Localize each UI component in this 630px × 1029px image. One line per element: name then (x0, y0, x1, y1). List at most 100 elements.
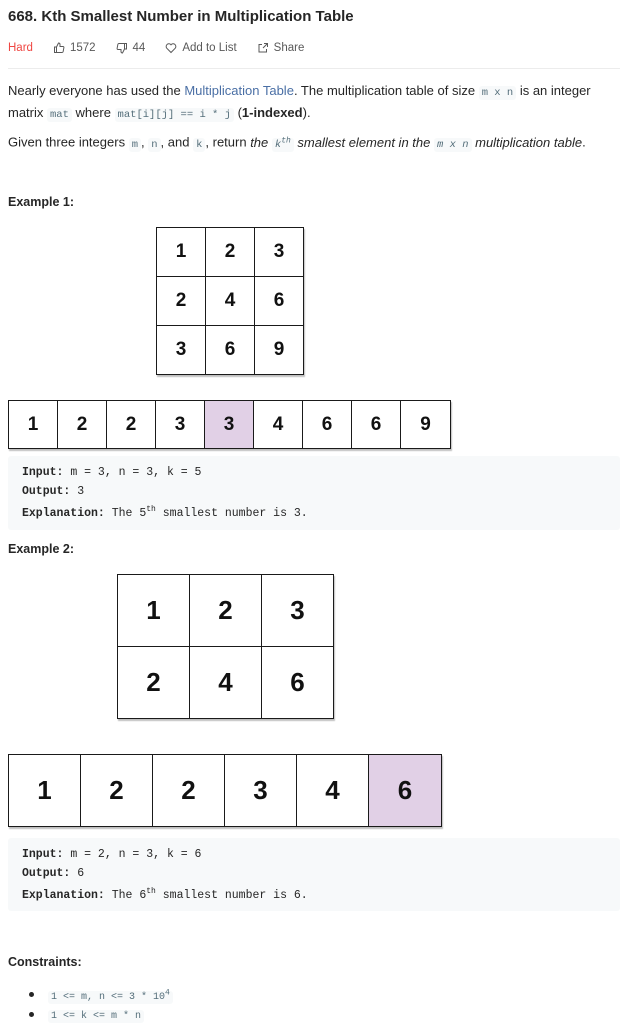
explanation-text: The 5 (104, 506, 147, 520)
description-paragraph-1: Nearly everyone has used the Multiplicat… (8, 81, 618, 125)
example1-highlighted-cell: 3 (205, 401, 254, 448)
text: smallest element in the (293, 134, 434, 150)
example-2-explanation: Explanation: The 6th smallest number is … (22, 883, 606, 905)
text: Given three integers (8, 134, 129, 150)
share-button[interactable]: Share (257, 42, 305, 54)
thumbs-down-icon (116, 43, 127, 54)
explanation-label: Explanation: (22, 888, 105, 902)
description-paragraph-2: Given three integers m, n, and k, return… (8, 131, 618, 155)
text: . The multiplication table of size (293, 83, 479, 98)
example2-matrix-cell: 3 (261, 574, 334, 647)
inline-code: n (148, 137, 161, 152)
example1-matrix-cell: 6 (205, 325, 255, 375)
text: 1 <= m, n <= 3 * 10 (51, 992, 166, 1004)
example2-matrix-cell: 4 (189, 646, 262, 719)
output-value: 6 (70, 866, 85, 880)
text: ). (302, 105, 311, 120)
example1-matrix-cell: 3 (254, 227, 304, 277)
example-1-title: Example 1: (8, 195, 75, 209)
input-value: m = 2, n = 3, k = 6 (63, 848, 202, 861)
dislike-count: 44 (132, 42, 146, 54)
example1-matrix-cell: 3 (156, 325, 206, 375)
text: k (274, 138, 282, 151)
superscript: th (281, 136, 291, 145)
problem-title: 668. Kth Smallest Number in Multiplicati… (8, 8, 354, 25)
explanation-text: smallest number is 3. (155, 506, 308, 520)
problem-meta-bar: Hard 1572 44 Add to List Share (8, 40, 324, 56)
example1-matrix-cell: 2 (156, 276, 206, 326)
constraints-list: 1 <= m, n <= 3 * 104 1 <= k <= m * n (8, 984, 173, 1024)
text: where (71, 105, 115, 120)
text: multiplication table (471, 134, 583, 150)
share-label: Share (273, 42, 305, 54)
example2-matrix-cell: 2 (189, 574, 262, 647)
inline-code: m x n (433, 137, 472, 152)
example2-matrix-cell: 1 (117, 574, 190, 647)
inline-code: m (128, 137, 141, 152)
input-value: m = 3, n = 3, k = 5 (63, 466, 202, 479)
inline-code: k (193, 137, 206, 152)
inline-code: m x n (478, 86, 517, 100)
inline-code: 1 <= k <= m * n (48, 1010, 145, 1023)
example1-strip-cell: 2 (107, 401, 156, 448)
example1-strip-cell: 2 (58, 401, 107, 448)
example1-matrix-cell: 4 (205, 276, 255, 326)
example1-strip-cell: 6 (303, 401, 352, 448)
inline-code: mat[i][j] == i * j (114, 108, 234, 122)
example-1-io-block: Input: m = 3, n = 3, k = 5 Output: 3 Exp… (8, 456, 620, 530)
output-label: Output: (22, 484, 71, 498)
example1-matrix-cell: 6 (254, 276, 304, 326)
example2-strip-cell: 1 (9, 755, 81, 826)
add-to-list-button[interactable]: Add to List (165, 42, 237, 54)
constraint-item: 1 <= k <= m * n (8, 1004, 173, 1024)
output-value: 3 (70, 484, 85, 498)
inline-code: 1 <= m, n <= 3 * 104 (48, 989, 173, 1005)
inline-code: mat (47, 108, 72, 122)
example2-matrix-cell: 6 (261, 646, 334, 719)
example1-matrix-cell: 9 (254, 325, 304, 375)
output-label: Output: (22, 866, 71, 880)
explanation-text: The 6 (104, 888, 147, 902)
example-2-title: Example 2: (8, 542, 75, 556)
header-divider (8, 68, 620, 69)
share-icon (258, 43, 268, 53)
example1-strip-cell: 4 (254, 401, 303, 448)
example2-strip-cell: 4 (297, 755, 369, 826)
superscript: 4 (165, 989, 170, 998)
dislike-button[interactable]: 44 (116, 42, 146, 54)
superscript: th (146, 505, 156, 514)
thumbs-up-icon (53, 42, 65, 53)
text: , return (205, 134, 251, 150)
example1-strip-cell: 1 (9, 401, 58, 448)
example1-strip-cell: 6 (352, 401, 401, 448)
text: , (141, 134, 149, 150)
italic-text: the kth smallest element in the m x n mu… (250, 134, 583, 152)
constraints-title: Constraints: (8, 955, 82, 969)
example2-highlighted-cell: 6 (369, 755, 441, 826)
example-1-explanation: Explanation: The 5th smallest number is … (22, 501, 606, 523)
text: the (250, 134, 272, 150)
example2-strip-cell: 2 (81, 755, 153, 826)
add-to-list-label: Add to List (182, 42, 237, 54)
example1-strip-cell: 9 (420, 413, 431, 435)
text: Nearly everyone has used the (8, 83, 185, 98)
like-button[interactable]: 1572 (53, 42, 96, 54)
text: . (582, 134, 586, 150)
text: is an integer matrix (8, 83, 591, 120)
text: ( (233, 105, 242, 120)
example-1-input: Input: m = 3, n = 3, k = 5 (22, 464, 606, 483)
bold-text: 1-indexed (241, 105, 303, 120)
inline-code: kth (271, 136, 294, 152)
multiplication-table-link[interactable]: Multiplication Table (184, 83, 294, 98)
heart-icon (166, 43, 177, 54)
text: , and (160, 134, 194, 150)
example2-matrix-cell: 2 (117, 646, 190, 719)
